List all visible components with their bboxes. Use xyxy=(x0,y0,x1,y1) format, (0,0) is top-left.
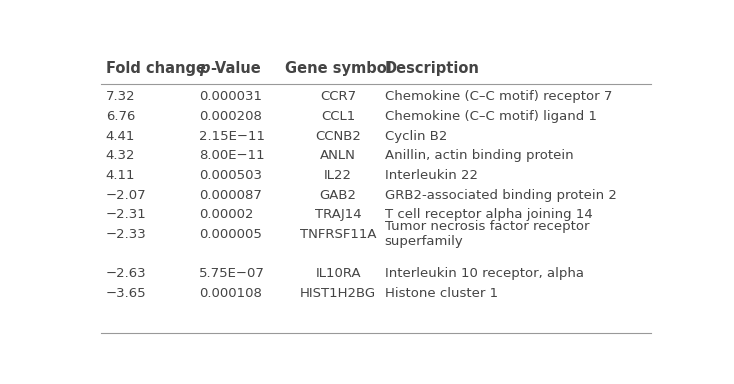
Text: ANLN: ANLN xyxy=(320,149,356,162)
Text: p: p xyxy=(199,61,209,76)
Text: CCL1: CCL1 xyxy=(321,110,355,123)
Text: −2.31: −2.31 xyxy=(106,208,147,221)
Text: 2.15E−11: 2.15E−11 xyxy=(199,130,265,143)
Text: CCNB2: CCNB2 xyxy=(316,130,361,143)
Text: Interleukin 10 receptor, alpha: Interleukin 10 receptor, alpha xyxy=(385,267,584,280)
Text: IL22: IL22 xyxy=(324,169,352,182)
Text: Gene symbol: Gene symbol xyxy=(285,61,391,76)
Text: Chemokine (C–C motif) receptor 7: Chemokine (C–C motif) receptor 7 xyxy=(385,90,612,103)
Text: 6.76: 6.76 xyxy=(106,110,135,123)
Text: −2.07: −2.07 xyxy=(106,189,146,202)
Text: Anillin, actin binding protein: Anillin, actin binding protein xyxy=(385,149,573,162)
Text: 0.000108: 0.000108 xyxy=(199,287,261,300)
Text: GRB2-associated binding protein 2: GRB2-associated binding protein 2 xyxy=(385,189,617,202)
Text: −2.63: −2.63 xyxy=(106,267,146,280)
Text: TNFRSF11A: TNFRSF11A xyxy=(300,228,377,241)
Text: Description: Description xyxy=(385,61,479,76)
Text: IL10RA: IL10RA xyxy=(316,267,361,280)
Text: 0.000005: 0.000005 xyxy=(199,228,261,241)
Text: 0.00002: 0.00002 xyxy=(199,208,253,221)
Text: Tumor necrosis factor receptor
superfamily: Tumor necrosis factor receptor superfami… xyxy=(385,220,589,248)
Text: CCR7: CCR7 xyxy=(320,90,356,103)
Text: Fold change: Fold change xyxy=(106,61,206,76)
Text: 0.000087: 0.000087 xyxy=(199,189,261,202)
Text: GAB2: GAB2 xyxy=(320,189,357,202)
Text: 8.00E−11: 8.00E−11 xyxy=(199,149,264,162)
Text: T cell receptor alpha joining 14: T cell receptor alpha joining 14 xyxy=(385,208,592,221)
Text: Interleukin 22: Interleukin 22 xyxy=(385,169,478,182)
Text: 0.000031: 0.000031 xyxy=(199,90,262,103)
Text: HIST1H2BG: HIST1H2BG xyxy=(300,287,377,300)
Text: 0.000208: 0.000208 xyxy=(199,110,261,123)
Text: 4.11: 4.11 xyxy=(106,169,135,182)
Text: 5.75E−07: 5.75E−07 xyxy=(199,267,264,280)
Text: 7.32: 7.32 xyxy=(106,90,135,103)
Text: 0.000503: 0.000503 xyxy=(199,169,262,182)
Text: Cyclin B2: Cyclin B2 xyxy=(385,130,447,143)
Text: Chemokine (C–C motif) ligand 1: Chemokine (C–C motif) ligand 1 xyxy=(385,110,597,123)
Text: −3.65: −3.65 xyxy=(106,287,146,300)
Text: 4.32: 4.32 xyxy=(106,149,135,162)
Text: -Value: -Value xyxy=(211,61,261,76)
Text: Histone cluster 1: Histone cluster 1 xyxy=(385,287,498,300)
Text: TRAJ14: TRAJ14 xyxy=(315,208,362,221)
Text: 4.41: 4.41 xyxy=(106,130,135,143)
Text: −2.33: −2.33 xyxy=(106,228,147,241)
